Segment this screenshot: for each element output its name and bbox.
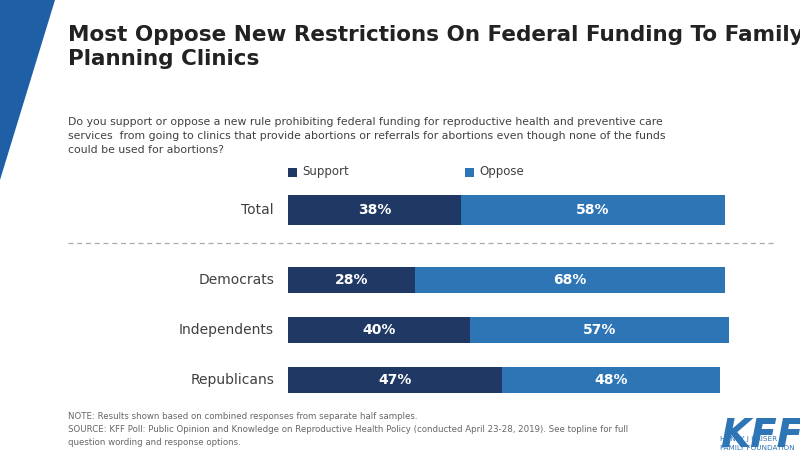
Text: Democrats: Democrats: [198, 273, 274, 287]
Bar: [288, 317, 470, 343]
Polygon shape: [0, 0, 55, 180]
Text: 40%: 40%: [362, 323, 396, 337]
Bar: [461, 195, 725, 225]
Bar: [415, 267, 725, 293]
Bar: [470, 317, 730, 343]
Text: NOTE: Results shown based on combined responses from separate half samples.
SOUR: NOTE: Results shown based on combined re…: [68, 412, 628, 447]
Text: 28%: 28%: [335, 273, 369, 287]
Bar: [465, 167, 474, 176]
Text: Total: Total: [242, 203, 274, 217]
Text: 57%: 57%: [583, 323, 616, 337]
Bar: [502, 367, 720, 393]
Text: Most Oppose New Restrictions On Federal Funding To Family
Planning Clinics: Most Oppose New Restrictions On Federal …: [68, 25, 800, 69]
Text: Support: Support: [302, 165, 349, 178]
Text: 68%: 68%: [554, 273, 586, 287]
Text: Republicans: Republicans: [190, 373, 274, 387]
Bar: [288, 167, 297, 176]
Text: KFF: KFF: [720, 417, 800, 450]
Text: Do you support or oppose a new rule prohibiting federal funding for reproductive: Do you support or oppose a new rule proh…: [68, 117, 666, 155]
Text: 48%: 48%: [594, 373, 628, 387]
Text: Independents: Independents: [179, 323, 274, 337]
Text: HENRY J KAISER
FAMILY FOUNDATION: HENRY J KAISER FAMILY FOUNDATION: [720, 436, 794, 450]
Bar: [288, 367, 502, 393]
Text: Oppose: Oppose: [479, 165, 524, 178]
Text: 58%: 58%: [576, 203, 610, 217]
Text: 38%: 38%: [358, 203, 391, 217]
Bar: [288, 267, 415, 293]
Bar: [288, 195, 461, 225]
Text: 47%: 47%: [378, 373, 412, 387]
